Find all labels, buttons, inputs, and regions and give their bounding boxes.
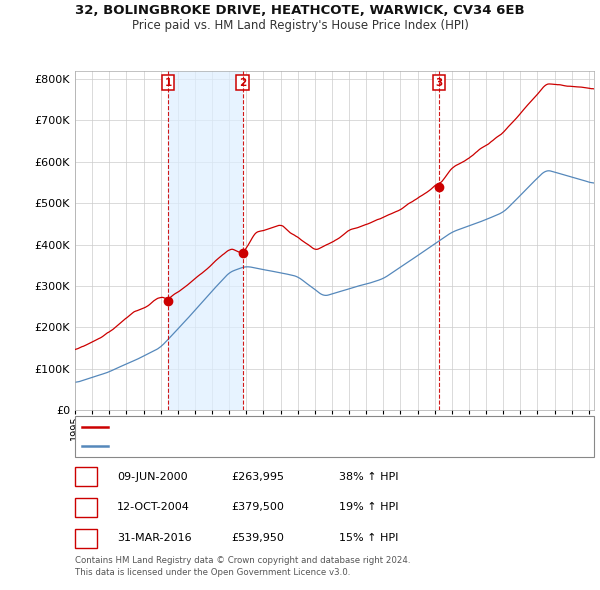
Bar [168, 71, 242, 410]
Text: 15% ↑ HPI: 15% ↑ HPI [339, 533, 398, 543]
Text: 32, BOLINGBROKE DRIVE, HEATHCOTE, WARWICK, CV34 6EB: 32, BOLINGBROKE DRIVE, HEATHCOTE, WARWIC… [75, 4, 525, 17]
Text: £539,950: £539,950 [231, 533, 284, 543]
Text: 09-JUN-2000: 09-JUN-2000 [117, 472, 188, 481]
Text: Price paid vs. HM Land Registry's House Price Index (HPI): Price paid vs. HM Land Registry's House … [131, 19, 469, 32]
Text: £263,995: £263,995 [231, 472, 284, 481]
Text: 38% ↑ HPI: 38% ↑ HPI [339, 472, 398, 481]
Text: 32, BOLINGBROKE DRIVE, HEATHCOTE, WARWICK, CV34 6EB (detached house): 32, BOLINGBROKE DRIVE, HEATHCOTE, WARWIC… [112, 422, 498, 432]
Text: Contains HM Land Registry data © Crown copyright and database right 2024.: Contains HM Land Registry data © Crown c… [75, 556, 410, 565]
Text: £379,500: £379,500 [231, 503, 284, 512]
Text: 1: 1 [82, 472, 90, 481]
Text: 19% ↑ HPI: 19% ↑ HPI [339, 503, 398, 512]
Text: This data is licensed under the Open Government Licence v3.0.: This data is licensed under the Open Gov… [75, 568, 350, 577]
Text: 3: 3 [82, 533, 90, 543]
Text: 2: 2 [82, 503, 90, 512]
Text: 3: 3 [436, 78, 443, 88]
Text: 31-MAR-2016: 31-MAR-2016 [117, 533, 191, 543]
Text: 1: 1 [164, 78, 172, 88]
Text: HPI: Average price, detached house, Warwick: HPI: Average price, detached house, Warw… [112, 441, 334, 451]
Text: 2: 2 [239, 78, 246, 88]
Text: 12-OCT-2004: 12-OCT-2004 [117, 503, 190, 512]
